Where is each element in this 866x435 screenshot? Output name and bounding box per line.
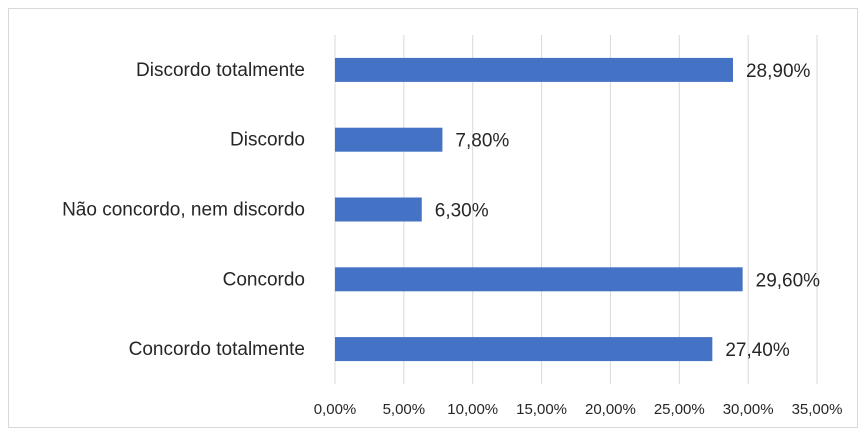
category-label: Discordo totalmente xyxy=(136,60,305,81)
category-label: Discordo xyxy=(230,130,305,151)
value-label: 28,90% xyxy=(746,61,811,82)
bar xyxy=(335,197,422,222)
x-tick-label: 10,00% xyxy=(447,401,498,418)
bar xyxy=(335,337,713,362)
bar xyxy=(335,267,743,292)
value-label: 29,60% xyxy=(756,270,821,291)
category-label: Concordo xyxy=(223,269,305,290)
value-label: 27,40% xyxy=(725,340,790,361)
x-tick-label: 25,00% xyxy=(654,401,705,418)
x-tick-label: 15,00% xyxy=(516,401,567,418)
category-label: Não concordo, nem discordo xyxy=(62,200,305,221)
x-tick-label: 20,00% xyxy=(585,401,636,418)
category-label: Concordo totalmente xyxy=(129,339,305,360)
x-tick-label: 30,00% xyxy=(723,401,774,418)
x-tick-label: 35,00% xyxy=(792,401,843,418)
bar xyxy=(335,127,443,152)
value-label: 7,80% xyxy=(455,131,509,152)
bar xyxy=(335,57,733,82)
x-tick-label: 0,00% xyxy=(314,401,357,418)
x-tick-label: 5,00% xyxy=(383,401,426,418)
value-label: 6,30% xyxy=(435,201,489,222)
